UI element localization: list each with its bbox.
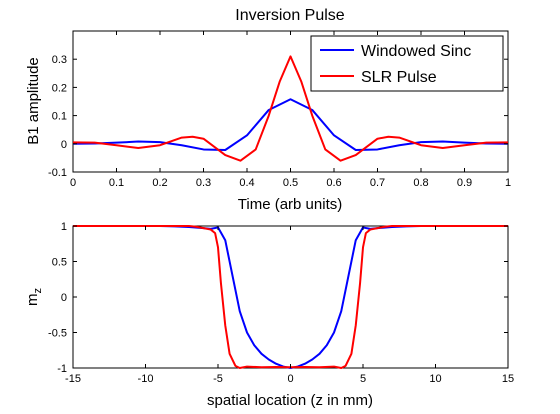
bottom-x-tick-label: 5 (360, 373, 366, 385)
top-x-tick-label: 0.7 (370, 177, 385, 189)
legend: Windowed Sinc SLR Pulse (310, 35, 504, 92)
top-x-tick-label: 0 (70, 177, 76, 189)
bottom-plot-area (72, 225, 509, 369)
top-x-tick-label: 0.9 (457, 177, 472, 189)
bottom-x-tick-label: 0 (287, 373, 293, 385)
top-x-tick-label: 0.8 (413, 177, 428, 189)
bottom-x-tick-label: -15 (65, 373, 81, 385)
top-x-tick-label: 0.3 (196, 177, 211, 189)
bottom-tick-group: -15 -10 -5 0 5 10 15 -1 -0.5 0 0.5 1 (48, 221, 514, 385)
top-chart-title: Inversion Pulse (235, 7, 344, 24)
bottom-y-tick-label: -0.5 (48, 328, 67, 340)
top-tick-group: 0 0.1 0.2 0.3 0.4 0.5 0.6 0.7 0.8 0.9 1-0.100.10.2… (48, 31, 511, 189)
legend-label-slr-pulse: SLR Pulse (361, 69, 437, 86)
top-y-tick-label: 0.2 (52, 82, 67, 94)
top-chart-panel: Inversion Pulse 0 0.1 0.2 0.3 0.4 0.5 0.6 0.7 0.… (25, 7, 511, 213)
bottom-y-axis-label: mz (24, 288, 44, 306)
top-x-tick-label: 0.4 (239, 177, 254, 189)
legend-label-windowed-sinc: Windowed Sinc (361, 43, 471, 60)
top-x-tick-label: 1 (505, 177, 511, 189)
bottom-chart-panel: -15 -10 -5 0 5 10 15 -1 -0.5 0 0.5 1 spatial locati… (24, 221, 514, 409)
legend-box (310, 35, 504, 92)
bottom-x-axis-label: spatial location (z in mm) (207, 392, 373, 409)
y-label-main: m (24, 294, 41, 307)
top-y-tick-label: 0.3 (52, 54, 67, 66)
bottom-x-tick-label: 10 (429, 373, 441, 385)
bottom-y-tick-label: -1 (57, 363, 67, 375)
bottom-x-tick-label: -10 (138, 373, 154, 385)
top-x-tick-label: 0.2 (152, 177, 167, 189)
top-x-tick-label: 0.5 (283, 177, 298, 189)
top-series-line-windowed-sinc (72, 98, 509, 151)
top-series-group (72, 55, 509, 162)
top-y-tick-label: -0.1 (48, 167, 67, 179)
top-y-tick-label: 0.1 (52, 111, 67, 123)
top-x-axis-label: Time (arb units) (238, 196, 342, 213)
top-y-axis-label: B1 amplitude (25, 57, 42, 145)
top-series-line-slr-pulse (72, 55, 509, 162)
top-x-tick-label: 0.1 (109, 177, 124, 189)
bottom-y-tick-label: 0.5 (52, 257, 67, 269)
bottom-x-tick-label: -5 (213, 373, 223, 385)
bottom-y-tick-label: 0 (61, 292, 67, 304)
bottom-y-tick-label: 1 (61, 221, 67, 233)
svg-text:mz: mz (24, 288, 44, 306)
y-label-subscript: z (32, 288, 44, 294)
top-y-tick-label: 0 (61, 139, 67, 151)
bottom-x-tick-label: 15 (502, 373, 514, 385)
top-x-tick-label: 0.6 (326, 177, 341, 189)
